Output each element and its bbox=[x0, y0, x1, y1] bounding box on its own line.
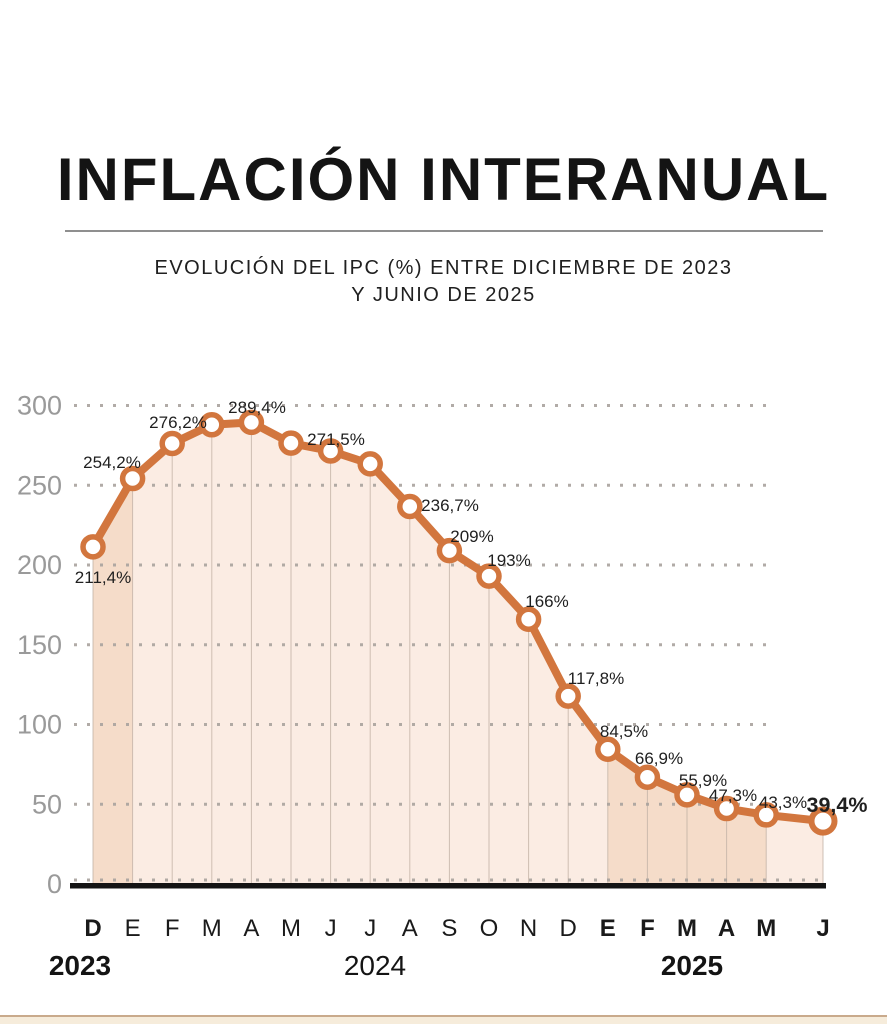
data-point-marker bbox=[238, 409, 265, 436]
data-value-label: 43,3% bbox=[759, 793, 807, 812]
page-title: INFLACIÓN INTERANUAL bbox=[56, 146, 831, 213]
month-tick-label: A bbox=[243, 915, 259, 942]
y-tick-label: 50 bbox=[32, 789, 62, 819]
month-tick-label: N bbox=[520, 915, 537, 942]
data-point-marker bbox=[674, 782, 700, 808]
month-tick-label: M bbox=[281, 915, 301, 942]
month-tick-label: A bbox=[402, 915, 418, 942]
area-column bbox=[766, 814, 823, 884]
data-point-marker bbox=[317, 438, 344, 464]
area-column bbox=[370, 463, 410, 884]
year-label: 2023 bbox=[49, 950, 111, 981]
month-tick-label: J bbox=[816, 915, 829, 942]
data-value-label: 193% bbox=[487, 551, 530, 570]
data-value-label: 166% bbox=[525, 592, 568, 611]
area-column bbox=[251, 422, 291, 884]
month-tick-label: J bbox=[325, 915, 337, 942]
data-point-marker bbox=[278, 430, 304, 456]
data-value-label: 209% bbox=[450, 527, 493, 546]
data-point-marker bbox=[80, 534, 106, 560]
data-value-label: 236,7% bbox=[421, 496, 479, 515]
data-value-label: 117,8% bbox=[568, 669, 624, 688]
data-point-marker bbox=[159, 430, 185, 457]
data-value-label: 47,3% bbox=[709, 786, 757, 805]
y-tick-label: 0 bbox=[47, 869, 62, 899]
data-point-marker bbox=[753, 802, 779, 828]
month-tick-label: D bbox=[560, 915, 577, 942]
area-column bbox=[330, 450, 371, 884]
area-column bbox=[409, 506, 450, 884]
data-value-label: 289,4% bbox=[228, 398, 286, 417]
month-tick-label: E bbox=[125, 915, 141, 942]
data-point-marker bbox=[199, 412, 225, 438]
data-value-label: 276,2% bbox=[149, 413, 207, 432]
area-column bbox=[211, 422, 252, 884]
area-column bbox=[449, 550, 489, 884]
month-tick-label: M bbox=[677, 915, 697, 942]
area-column bbox=[489, 576, 529, 884]
data-value-label: 66,9% bbox=[635, 749, 683, 768]
y-tick-label: 200 bbox=[17, 550, 62, 580]
data-point-marker bbox=[555, 683, 581, 709]
area-column bbox=[93, 478, 133, 884]
area-column bbox=[647, 777, 687, 884]
area-column bbox=[687, 794, 727, 884]
data-point-marker bbox=[476, 563, 502, 589]
data-point-marker bbox=[808, 806, 838, 836]
data-point-marker bbox=[713, 795, 740, 822]
month-tick-label: F bbox=[640, 915, 655, 942]
month-tick-label: O bbox=[480, 915, 499, 942]
area-column bbox=[132, 443, 173, 884]
x-axis-line bbox=[70, 883, 826, 889]
data-value-label: 84,5% bbox=[600, 722, 648, 741]
data-point-marker bbox=[357, 451, 383, 477]
data-point-marker bbox=[595, 736, 621, 762]
area-column bbox=[291, 443, 331, 884]
y-tick-label: 250 bbox=[17, 470, 62, 500]
data-value-label: 39,4% bbox=[807, 793, 868, 817]
area-column bbox=[172, 424, 212, 884]
month-tick-label: E bbox=[600, 915, 616, 942]
year-label: 2024 bbox=[344, 950, 406, 981]
data-point-marker bbox=[436, 537, 463, 564]
footer-strip bbox=[0, 1015, 887, 1024]
y-tick-label: 150 bbox=[17, 630, 62, 660]
data-value-label: 254,2% bbox=[83, 453, 141, 472]
month-tick-label: D bbox=[84, 915, 101, 942]
month-tick-label: M bbox=[202, 915, 222, 942]
chart-subtitle-line1: EVOLUCIÓN DEL IPC (%) ENTRE DICIEMBRE DE… bbox=[154, 257, 733, 279]
data-point-marker bbox=[397, 493, 423, 520]
data-value-label: 55,9% bbox=[679, 771, 727, 790]
y-tick-label: 300 bbox=[17, 391, 62, 421]
month-tick-label: S bbox=[441, 915, 457, 942]
title-divider bbox=[64, 230, 823, 232]
area-column bbox=[726, 808, 767, 884]
year-label: 2025 bbox=[661, 950, 723, 981]
month-tick-label: J bbox=[364, 915, 376, 942]
data-value-label: 211,4% bbox=[75, 568, 131, 587]
month-tick-label: M bbox=[756, 915, 776, 942]
data-value-label: 271,5% bbox=[307, 430, 365, 449]
chart-subtitle-line2: Y JUNIO DE 2025 bbox=[351, 284, 536, 306]
data-point-marker bbox=[634, 764, 661, 791]
data-point-marker bbox=[119, 465, 146, 492]
month-tick-label: F bbox=[165, 915, 180, 942]
month-tick-label: A bbox=[718, 915, 735, 942]
y-tick-label: 100 bbox=[17, 710, 62, 740]
data-point-marker bbox=[515, 606, 542, 632]
